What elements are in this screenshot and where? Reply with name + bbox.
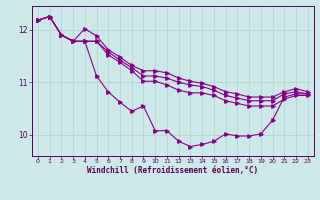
X-axis label: Windchill (Refroidissement éolien,°C): Windchill (Refroidissement éolien,°C) bbox=[87, 166, 258, 175]
